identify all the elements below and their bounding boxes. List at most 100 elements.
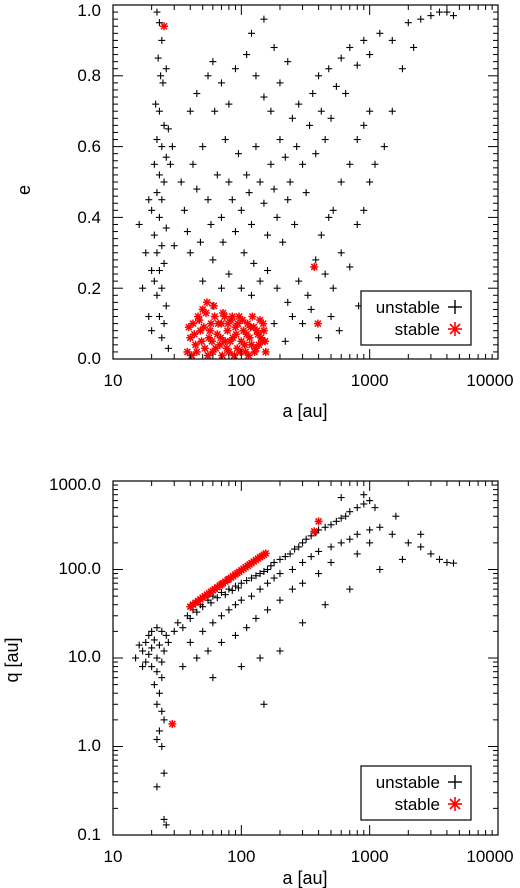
unstable-point bbox=[260, 199, 268, 207]
unstable-point bbox=[295, 100, 303, 108]
unstable-point bbox=[299, 619, 307, 627]
unstable-point bbox=[148, 627, 156, 635]
stable-point bbox=[220, 312, 229, 321]
unstable-point bbox=[270, 558, 278, 566]
stable-point bbox=[207, 337, 216, 346]
unstable-point bbox=[247, 220, 255, 228]
unstable-point bbox=[360, 500, 368, 508]
bottom-y-axis-label: q [au] bbox=[2, 637, 22, 682]
stable-point bbox=[244, 351, 253, 360]
unstable-point bbox=[150, 681, 158, 689]
unstable-point bbox=[291, 220, 299, 228]
unstable-point bbox=[256, 654, 264, 662]
stable-point bbox=[191, 340, 200, 349]
bottom-y-tick-label: 1.0 bbox=[77, 736, 101, 755]
unstable-point bbox=[186, 249, 194, 257]
unstable-point bbox=[158, 334, 166, 342]
unstable-point bbox=[247, 29, 255, 37]
unstable-point bbox=[327, 543, 335, 551]
unstable-point bbox=[213, 594, 221, 602]
unstable-point bbox=[398, 555, 406, 563]
unstable-point bbox=[145, 313, 153, 321]
unstable-point bbox=[299, 539, 307, 547]
unstable-point bbox=[150, 636, 158, 644]
unstable-point bbox=[346, 43, 354, 51]
stable-point bbox=[261, 549, 270, 558]
unstable-point bbox=[353, 61, 361, 69]
stable-point bbox=[202, 298, 211, 307]
unstable-point bbox=[209, 674, 217, 682]
top-x-tick-label: 1000 bbox=[351, 371, 389, 390]
unstable-point bbox=[337, 514, 345, 522]
unstable-point bbox=[315, 570, 323, 578]
unstable-point bbox=[209, 256, 217, 264]
unstable-point bbox=[281, 153, 289, 161]
unstable-point bbox=[225, 585, 233, 593]
bottom-points bbox=[132, 491, 457, 829]
unstable-point bbox=[346, 263, 354, 271]
unstable-point bbox=[299, 558, 307, 566]
stable-point bbox=[200, 344, 209, 353]
unstable-point bbox=[427, 550, 435, 558]
unstable-point bbox=[353, 530, 361, 538]
unstable-point bbox=[260, 700, 268, 708]
top-y-tick-label: 0.2 bbox=[77, 279, 101, 298]
unstable-point bbox=[353, 220, 361, 228]
unstable-point bbox=[435, 8, 443, 16]
unstable-point bbox=[160, 815, 168, 823]
unstable-point bbox=[160, 716, 168, 724]
unstable-point bbox=[299, 160, 307, 168]
unstable-point bbox=[155, 107, 163, 115]
bottom-legend-label-unstable: unstable bbox=[376, 773, 440, 792]
unstable-point bbox=[142, 658, 150, 666]
unstable-point bbox=[162, 153, 170, 161]
unstable-point bbox=[346, 585, 354, 593]
stable-point bbox=[160, 22, 169, 31]
unstable-point bbox=[160, 259, 168, 267]
unstable-point bbox=[193, 608, 201, 616]
unstable-point bbox=[392, 512, 400, 520]
unstable-point bbox=[312, 256, 320, 264]
unstable-point bbox=[273, 284, 281, 292]
unstable-point bbox=[153, 249, 161, 257]
unstable-point bbox=[153, 291, 161, 299]
unstable-point bbox=[180, 206, 188, 214]
unstable-point bbox=[155, 171, 163, 179]
unstable-point bbox=[264, 606, 272, 614]
unstable-point bbox=[256, 570, 264, 578]
unstable-point bbox=[317, 107, 325, 115]
stable-point bbox=[248, 312, 257, 321]
top-y-tick-label: 0.4 bbox=[77, 208, 101, 227]
unstable-point bbox=[247, 592, 255, 600]
bottom-legend: unstable stable bbox=[360, 765, 472, 821]
stable-point bbox=[206, 326, 215, 335]
unstable-point bbox=[158, 143, 166, 151]
stable-point bbox=[206, 319, 215, 328]
stable-point bbox=[184, 323, 193, 332]
unstable-point bbox=[286, 550, 294, 558]
unstable-point bbox=[360, 36, 368, 44]
unstable-point bbox=[158, 674, 166, 682]
unstable-point bbox=[166, 160, 174, 168]
stable-point bbox=[259, 319, 268, 328]
stable-point bbox=[197, 337, 206, 346]
unstable-point bbox=[332, 517, 340, 525]
unstable-point bbox=[281, 337, 289, 345]
unstable-point bbox=[174, 619, 182, 627]
unstable-point bbox=[159, 79, 167, 87]
unstable-point bbox=[366, 107, 374, 115]
unstable-point bbox=[284, 58, 292, 66]
unstable-point bbox=[153, 735, 161, 743]
unstable-point bbox=[158, 658, 166, 666]
unstable-point bbox=[142, 638, 150, 646]
unstable-point bbox=[148, 663, 156, 671]
unstable-point bbox=[135, 220, 143, 228]
unstable-point bbox=[332, 82, 340, 90]
unstable-point bbox=[404, 539, 412, 547]
unstable-point bbox=[327, 558, 335, 566]
unstable-point bbox=[366, 51, 374, 59]
stable-point bbox=[261, 337, 270, 346]
unstable-point bbox=[380, 143, 388, 151]
unstable-point bbox=[366, 497, 374, 505]
unstable-point bbox=[139, 663, 147, 671]
